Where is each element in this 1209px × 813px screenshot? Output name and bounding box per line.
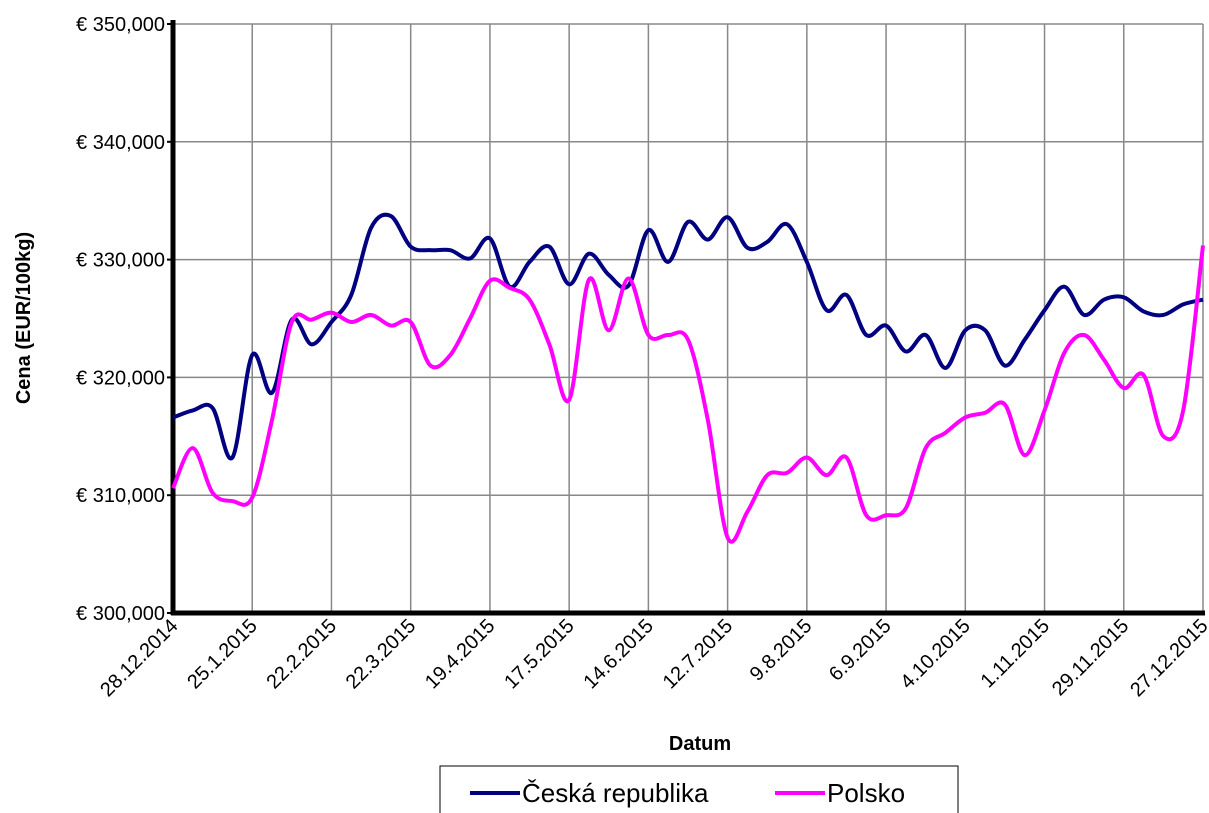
x-tick-label: 27.12.2015 xyxy=(1126,615,1209,701)
x-tick-label: 6.9.2015 xyxy=(825,615,896,686)
x-tick-label: 12.7.2015 xyxy=(659,615,737,693)
legend-label: Polsko xyxy=(827,778,905,808)
x-tick-label: 28.12.2014 xyxy=(96,615,182,701)
x-tick-label: 22.2.2015 xyxy=(263,615,341,693)
legend-box xyxy=(439,765,959,813)
x-tick-label: 22.3.2015 xyxy=(342,615,420,693)
series-line xyxy=(171,245,1205,544)
x-tick-label: 25.1.2015 xyxy=(183,615,261,693)
x-tick-label: 17.5.2015 xyxy=(500,615,578,693)
y-tick-label: € 350,000 xyxy=(76,14,165,36)
y-axis-label: Cena (EUR/100kg) xyxy=(13,232,35,404)
y-tick-label: € 320,000 xyxy=(76,367,165,389)
x-axis-label: Datum xyxy=(669,733,731,755)
series-line xyxy=(172,212,1204,461)
y-tick-label: € 340,000 xyxy=(76,132,165,154)
x-tick-label: 14.6.2015 xyxy=(579,615,657,693)
x-tick-label: 19.4.2015 xyxy=(421,615,499,693)
x-tick-label: 29.11.2015 xyxy=(1048,615,1133,700)
x-tick-label: 4.10.2015 xyxy=(896,615,974,693)
x-tick-label: 9.8.2015 xyxy=(746,615,817,686)
x-tick-label: 1.11.2015 xyxy=(977,615,1054,692)
y-tick-label: € 330,000 xyxy=(76,250,165,272)
legend-label: Česká republika xyxy=(522,778,709,808)
y-tick-label: € 310,000 xyxy=(76,485,165,507)
y-tick-label: € 300,000 xyxy=(76,603,165,625)
